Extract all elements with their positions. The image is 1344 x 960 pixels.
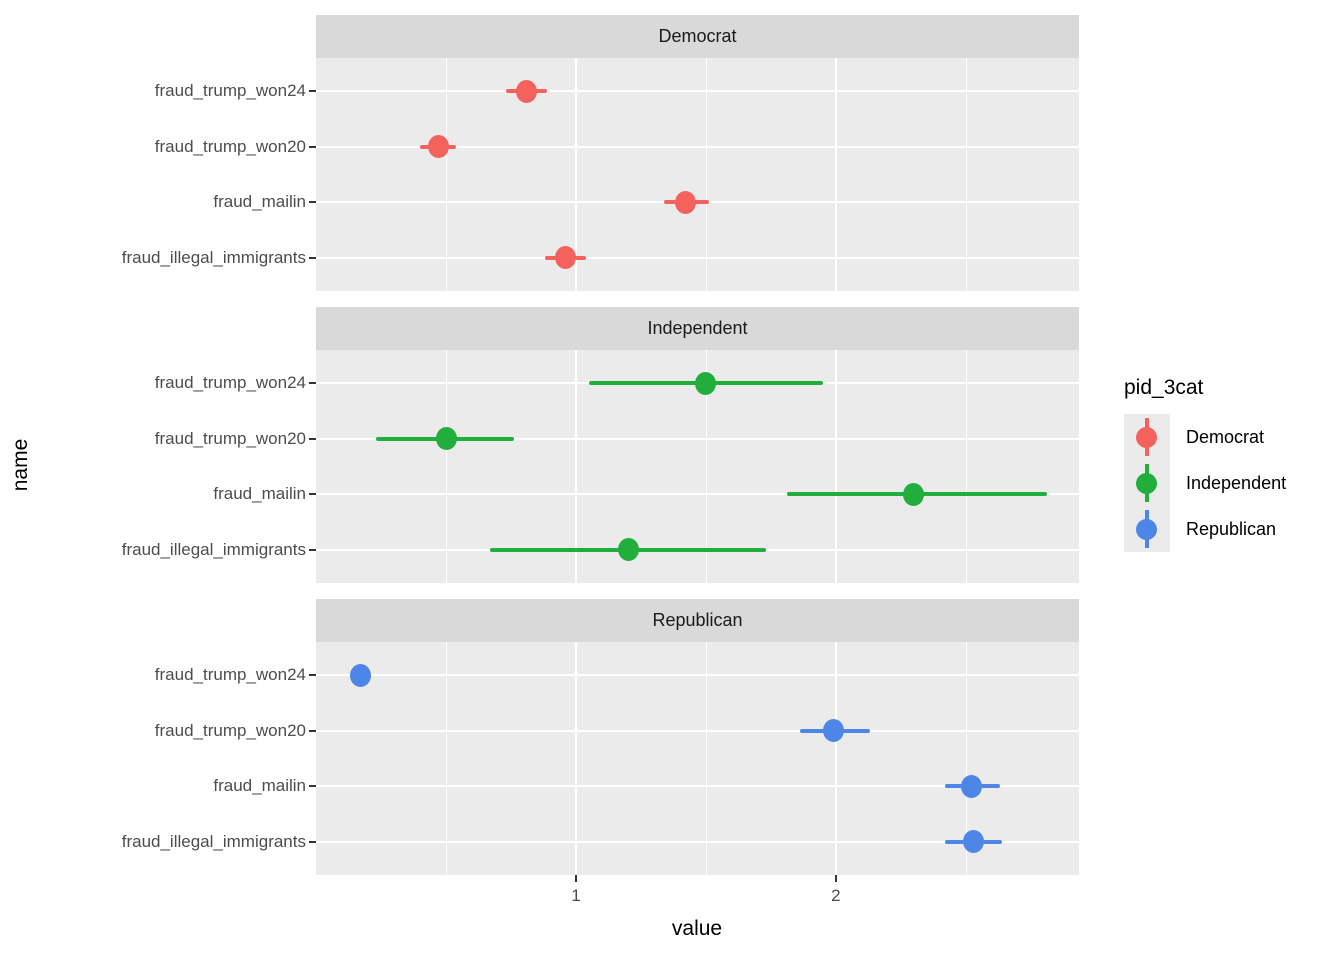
pointrange-marker bbox=[963, 830, 985, 854]
pointrange-marker bbox=[516, 79, 538, 103]
gridline-minor-v bbox=[446, 642, 447, 875]
facet-strip-republican: Republican bbox=[316, 599, 1079, 642]
gridline-minor-v bbox=[965, 58, 967, 291]
facet-panel-independent bbox=[316, 350, 1079, 583]
gridline-minor-v bbox=[446, 58, 447, 291]
pointrange-marker bbox=[960, 774, 982, 798]
y-axis-label: fraud_illegal_immigrants bbox=[121, 831, 306, 851]
facet-strip-democrat: Democrat bbox=[316, 15, 1079, 58]
pointrange-marker bbox=[822, 719, 844, 743]
legend: pid_3cat Democrat Independent Republican bbox=[1108, 376, 1344, 552]
y-tick-mark bbox=[309, 145, 316, 148]
x-axis-title: value bbox=[671, 917, 723, 940]
pointrange-marker bbox=[674, 190, 696, 214]
pointrange-marker bbox=[435, 427, 457, 451]
legend-key-glyph bbox=[1124, 506, 1170, 552]
gridline-major-h bbox=[316, 729, 1079, 732]
legend-title: pid_3cat bbox=[1124, 376, 1204, 399]
legend-key-glyph bbox=[1124, 460, 1170, 506]
y-axis-label: fraud_trump_won24 bbox=[154, 81, 306, 101]
gridline-minor-v bbox=[705, 642, 707, 875]
facet-strip-label: Republican bbox=[652, 610, 743, 630]
y-tick-mark bbox=[309, 201, 316, 204]
facet-strip-label: Democrat bbox=[658, 26, 737, 46]
y-axis-label: fraud_mailin bbox=[213, 776, 306, 796]
legend-key-glyph bbox=[1124, 414, 1170, 460]
legend-entry-label: Democrat bbox=[1186, 426, 1265, 447]
y-tick-mark bbox=[309, 90, 316, 93]
legend-entry-label: Independent bbox=[1186, 472, 1287, 493]
legend-key-point-icon bbox=[1136, 519, 1157, 540]
pointrange-marker bbox=[555, 246, 577, 270]
y-axis-label: fraud_illegal_immigrants bbox=[121, 539, 306, 559]
y-tick-mark bbox=[309, 840, 316, 843]
legend-entry-democrat: Democrat bbox=[1108, 414, 1344, 460]
gridline-minor-v bbox=[446, 350, 447, 583]
y-tick-mark bbox=[309, 256, 316, 259]
pointrange-marker bbox=[695, 371, 717, 395]
gridline-major-v bbox=[575, 58, 577, 291]
pointrange-marker bbox=[903, 482, 925, 506]
y-tick-mark bbox=[309, 785, 316, 788]
gridline-minor-v bbox=[965, 350, 967, 583]
gridline-major-h bbox=[316, 840, 1079, 843]
gridline-major-v bbox=[575, 350, 577, 583]
x-tick-label: 2 bbox=[831, 886, 841, 905]
y-axis-label: fraud_trump_won24 bbox=[154, 373, 306, 393]
y-tick-mark bbox=[309, 548, 316, 551]
gridline-major-h bbox=[316, 145, 1079, 148]
y-tick-mark bbox=[309, 437, 316, 440]
pointrange-marker bbox=[427, 135, 449, 159]
y-axis-label: fraud_mailin bbox=[213, 192, 306, 212]
gridline-minor-v bbox=[705, 58, 707, 291]
gridline-major-h bbox=[316, 90, 1079, 93]
y-tick-mark bbox=[309, 674, 316, 677]
y-axis-label: fraud_trump_won20 bbox=[154, 136, 306, 156]
legend-key-point-icon bbox=[1136, 427, 1157, 448]
facet-panel-democrat bbox=[316, 58, 1079, 291]
pointrange-marker bbox=[349, 663, 371, 687]
y-axis-label: fraud_trump_won24 bbox=[154, 665, 306, 685]
gridline-major-h bbox=[316, 256, 1079, 259]
x-tick-label: 1 bbox=[571, 886, 581, 905]
y-axis-title: name bbox=[9, 438, 32, 492]
legend-key-point-icon bbox=[1136, 473, 1157, 494]
y-axis-label: fraud_trump_won20 bbox=[154, 428, 306, 448]
gridline-major-v bbox=[834, 642, 837, 875]
facet-strip-independent: Independent bbox=[316, 307, 1079, 350]
y-axis-label: fraud_mailin bbox=[213, 484, 306, 504]
legend-entry-republican: Republican bbox=[1108, 506, 1344, 552]
gridline-major-v bbox=[834, 350, 837, 583]
legend-entry-independent: Independent bbox=[1108, 460, 1344, 506]
y-axis-label: fraud_trump_won20 bbox=[154, 720, 306, 740]
gridline-minor-v bbox=[965, 642, 967, 875]
y-axis-label: fraud_illegal_immigrants bbox=[121, 247, 306, 267]
facet-strip-label: Independent bbox=[647, 318, 748, 338]
facet-panel-republican bbox=[316, 642, 1079, 875]
y-tick-mark bbox=[309, 382, 316, 385]
gridline-major-h bbox=[316, 785, 1079, 788]
gridline-major-v bbox=[575, 642, 577, 875]
pointrange-marker bbox=[617, 538, 639, 562]
legend-entry-label: Republican bbox=[1186, 518, 1277, 539]
gridline-major-h bbox=[316, 437, 1079, 440]
y-tick-mark bbox=[309, 729, 316, 732]
x-tick-mark bbox=[575, 875, 577, 882]
x-tick-mark bbox=[834, 875, 837, 882]
gridline-major-h bbox=[316, 674, 1079, 677]
gridline-major-h bbox=[316, 493, 1079, 496]
gridline-major-v bbox=[834, 58, 837, 291]
gridline-minor-v bbox=[705, 350, 707, 583]
legend-keys: Democrat Independent Republican bbox=[1108, 414, 1344, 552]
y-tick-mark bbox=[309, 493, 316, 496]
